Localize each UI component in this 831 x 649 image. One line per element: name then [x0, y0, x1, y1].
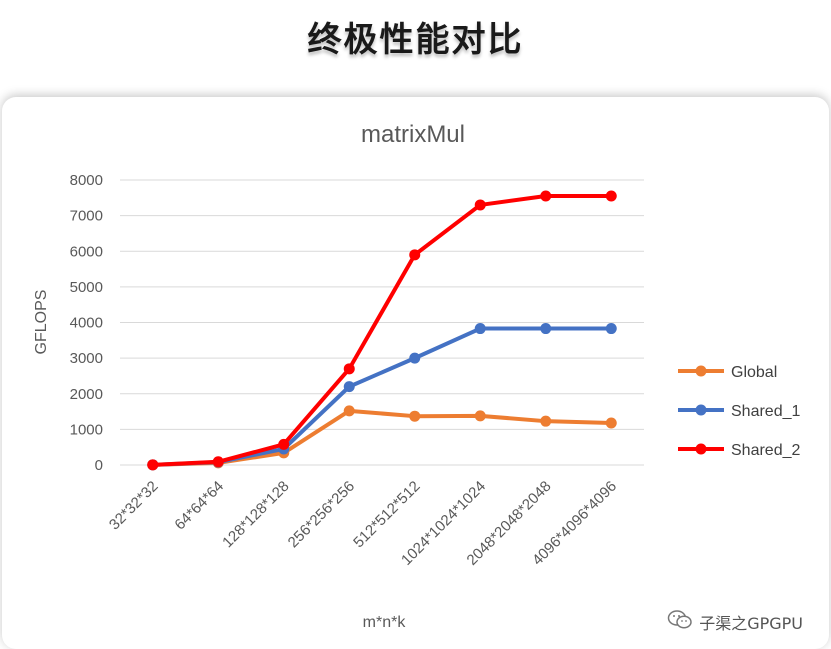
- series-line: [150, 326, 614, 467]
- legend: Global Shared_1 Shared_2: [678, 364, 800, 459]
- chart-title: matrixMul: [361, 121, 465, 148]
- x-tick-label: 128*128*128: [219, 478, 292, 551]
- legend-marker: [695, 365, 707, 377]
- series-shared-2: [147, 190, 617, 471]
- data-point: [605, 417, 617, 429]
- data-point: [409, 410, 421, 422]
- wechat-icon: [667, 609, 693, 635]
- data-point: [474, 410, 486, 422]
- gridlines: [120, 179, 644, 466]
- data-point: [540, 415, 552, 427]
- legend-marker: [695, 443, 707, 455]
- legend-label: Shared_1: [731, 403, 800, 420]
- data-point: [605, 190, 617, 202]
- y-axis-ticks: 8000 7000 6000 5000 4000 3000 2000 1000 0: [70, 172, 103, 474]
- series-line: [150, 194, 614, 467]
- series-lines: [147, 190, 617, 471]
- y-tick-label: 7000: [70, 208, 103, 225]
- data-point: [278, 438, 290, 450]
- data-point: [343, 381, 355, 393]
- data-point: [409, 249, 421, 261]
- line-chart: matrixMul 8000 7000 6000 5000 4000 3000 2000 10…: [33, 121, 800, 631]
- data-point: [605, 323, 617, 335]
- x-axis-label: m*n*k: [363, 614, 407, 631]
- legend-marker: [695, 404, 707, 416]
- y-tick-label: 8000: [70, 172, 103, 189]
- watermark: 子渠之GPGPU: [667, 609, 803, 635]
- x-tick-label: 256*256*256: [285, 478, 358, 551]
- data-point: [474, 323, 486, 335]
- y-tick-label: 5000: [70, 279, 103, 296]
- y-tick-label: 6000: [70, 243, 103, 260]
- watermark-text: 子渠之GPGPU: [699, 614, 803, 633]
- x-tick-label: 512*512*512: [350, 478, 423, 551]
- data-point: [540, 323, 552, 335]
- y-tick-label: 3000: [70, 350, 103, 367]
- data-point: [147, 459, 159, 471]
- legend-label: Shared_2: [731, 442, 800, 459]
- data-point: [474, 199, 486, 211]
- legend-item: Shared_1: [678, 403, 800, 420]
- legend-item: Global: [678, 364, 777, 381]
- y-tick-label: 1000: [70, 421, 103, 438]
- data-point: [343, 405, 355, 417]
- data-point: [212, 456, 224, 468]
- data-point: [540, 190, 552, 202]
- x-tick-label: 64*64*64: [171, 478, 227, 534]
- y-tick-label: 0: [95, 457, 103, 474]
- y-axis-label: GFLOPS: [33, 290, 50, 355]
- y-tick-label: 4000: [70, 315, 103, 332]
- legend-item: Shared_2: [678, 442, 800, 459]
- x-axis-ticks: 32*32*32 64*64*64128*128*128256*256*25651…: [106, 478, 620, 569]
- series-shared-1: [147, 323, 617, 471]
- data-point: [343, 363, 355, 375]
- legend-label: Global: [731, 364, 777, 381]
- chart-card: matrixMul 8000 7000 6000 5000 4000 3000 2000 10…: [2, 97, 829, 649]
- y-tick-label: 2000: [70, 386, 103, 403]
- x-tick-label: 32*32*32: [106, 478, 162, 534]
- data-point: [409, 352, 421, 364]
- page-heading: 终极性能对比: [307, 20, 524, 60]
